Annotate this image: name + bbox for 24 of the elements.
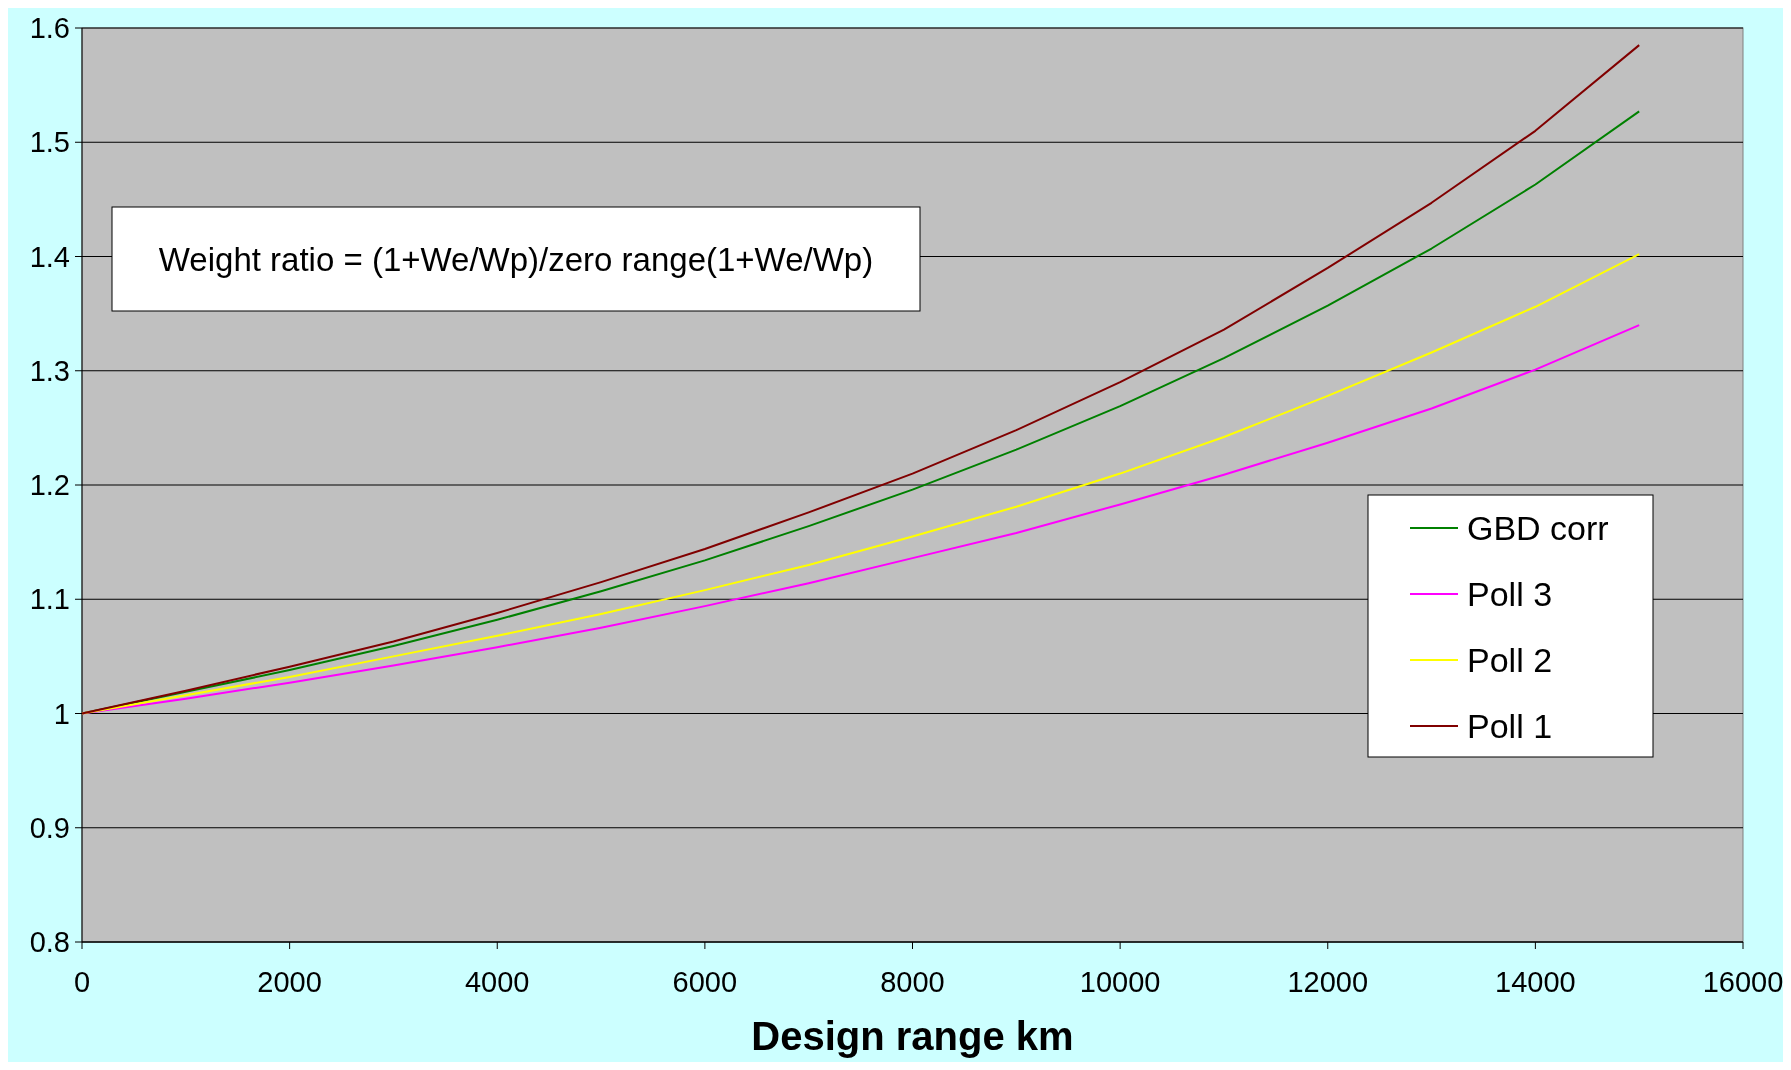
y-tick-label: 1.1	[29, 583, 70, 616]
y-tick-label: 1.4	[29, 240, 70, 273]
y-tick-label: 1.5	[29, 126, 70, 159]
annotation: Weight ratio = (1+We/Wp)/zero range(1+We/Wp)	[158, 240, 874, 278]
y-tick-label: 1.3	[29, 354, 70, 387]
x-tick-label: 14000	[1495, 966, 1576, 998]
x-tick-label: 0	[73, 966, 91, 998]
y-tick-label: 0.8	[29, 926, 70, 959]
legend-label: Poll 1	[1467, 706, 1553, 745]
legend-label: Poll 3	[1467, 574, 1553, 613]
x-tick-label: 10000	[1079, 966, 1161, 998]
x-tick-label: 4000	[464, 966, 530, 998]
x-axis-title: Design range km	[751, 1014, 1074, 1058]
y-tick-label: 0.9	[29, 811, 70, 844]
y-tick-label: 1.6	[29, 12, 70, 45]
x-tick-label: 16000	[1702, 966, 1784, 998]
y-tick-label: 1.2	[29, 469, 70, 502]
x-tick-label: 12000	[1287, 966, 1369, 998]
x-tick-label: 2000	[257, 966, 322, 998]
y-tick-label: 1	[53, 697, 70, 730]
legend-label: GBD corr	[1467, 508, 1609, 547]
legend-label: Poll 2	[1467, 640, 1553, 679]
x-tick-label: 8000	[880, 966, 945, 998]
x-tick-label: 6000	[672, 966, 738, 998]
